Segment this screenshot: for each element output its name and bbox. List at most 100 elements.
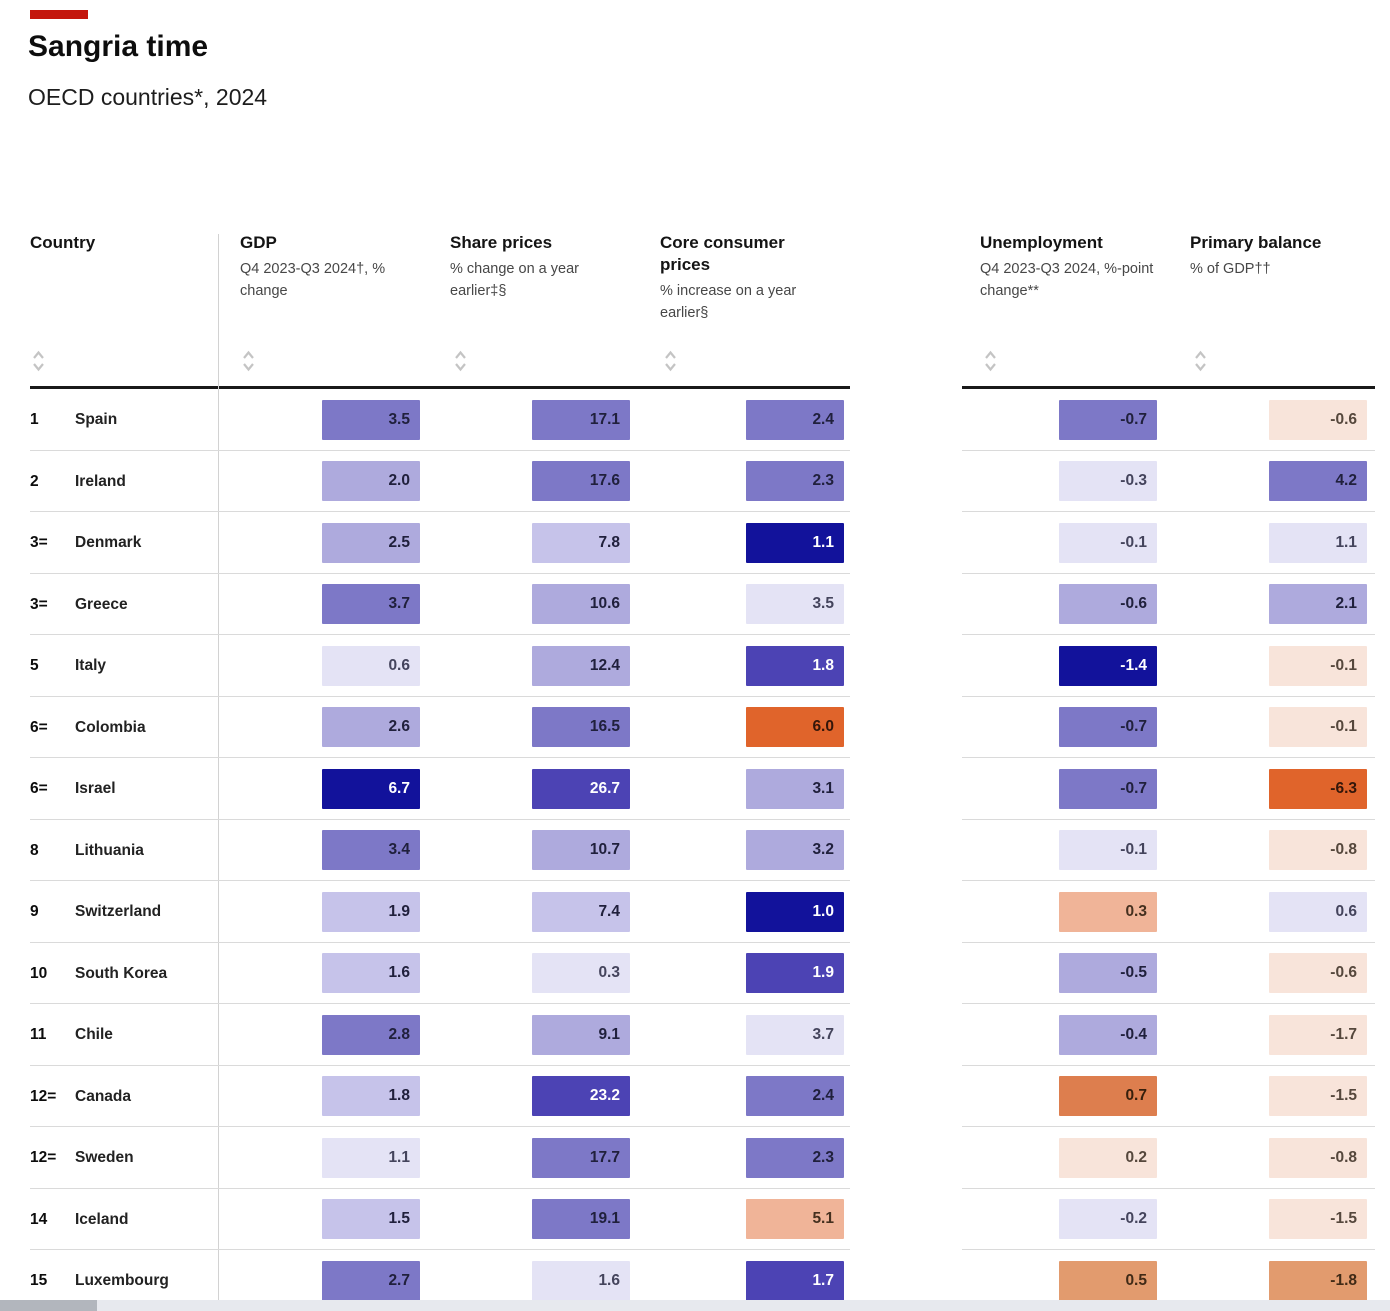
gdp-value-chip: 2.0: [322, 461, 420, 501]
pb-value-chip: -0.8: [1269, 1137, 1367, 1178]
unemp-value-chip: -0.1: [1059, 830, 1157, 870]
column-subtitle-share-prices: % change on a year earlier‡§: [450, 261, 579, 299]
page-subtitle: OECD countries*, 2024: [28, 84, 268, 110]
row-separator: [30, 757, 850, 758]
country-cell: Italy: [75, 657, 107, 674]
gdp-value-chip: 3.4: [322, 830, 420, 870]
row-separator: [962, 757, 1375, 758]
table-row: 1 Spain 3.5 17.1 2.4 -0.7 -0.6: [0, 389, 1390, 451]
rank-cell: 5: [30, 657, 39, 674]
table-row: 6= Israel 6.7 26.7 3.1 -0.7 -6.3: [0, 758, 1390, 820]
cpi-value-chip: 1.9: [746, 953, 844, 993]
cpi-value-chip: 2.4: [746, 1076, 844, 1116]
row-separator: [30, 1003, 850, 1004]
cpi-value-chip: 3.7: [746, 1014, 844, 1055]
gdp-value-chip: 1.1: [322, 1137, 420, 1178]
row-separator: [30, 1126, 850, 1127]
row-separator: [30, 1064, 850, 1066]
share-value-chip: 26.7: [532, 768, 630, 809]
sort-icon: [33, 350, 44, 372]
rank-cell: 9: [30, 903, 39, 920]
sort-icon: [1195, 350, 1206, 372]
share-value-chip: 1.6: [532, 1260, 630, 1301]
table-row: 12= Canada 1.8 23.2 2.4 0.7 -1.5: [0, 1066, 1390, 1127]
row-separator: [962, 1187, 1375, 1189]
share-value-chip: 17.7: [532, 1137, 630, 1178]
column-subtitle-unemployment: Q4 2023-Q3 2024, %-point change**: [980, 261, 1154, 299]
column-label-gdp: GDP: [240, 233, 277, 252]
rank-cell: 10: [30, 964, 48, 982]
row-separator: [30, 695, 850, 697]
sort-button-gdp[interactable]: [240, 349, 257, 375]
pb-value-chip: -1.7: [1269, 1014, 1367, 1055]
table-body: 1 Spain 3.5 17.1 2.4 -0.7 -0.6 2 Ireland 2.0 17.6 2…: [0, 389, 1390, 1311]
share-value-chip: 9.1: [532, 1014, 630, 1055]
sort-icon: [665, 350, 676, 372]
row-separator: [962, 818, 1375, 820]
row-separator: [962, 634, 1375, 635]
row-separator: [962, 1064, 1375, 1066]
sort-button-share-prices[interactable]: [452, 349, 469, 375]
gdp-value-chip: 3.5: [322, 399, 420, 440]
column-header-country: Country: [30, 232, 190, 254]
cpi-value-chip: 3.5: [746, 584, 844, 624]
pb-value-chip: -0.6: [1269, 399, 1367, 440]
sort-icon: [985, 350, 996, 372]
pb-value-chip: -1.5: [1269, 1076, 1367, 1116]
unemp-value-chip: 0.7: [1059, 1076, 1157, 1116]
share-value-chip: 17.1: [532, 399, 630, 440]
share-value-chip: 7.8: [532, 522, 630, 563]
country-cell: South Korea: [75, 964, 168, 982]
table-row: 3= Greece 3.7 10.6 3.5 -0.6 2.1: [0, 574, 1390, 635]
sort-button-primary-balance[interactable]: [1192, 349, 1209, 375]
row-separator: [30, 1249, 850, 1250]
country-cell: Canada: [75, 1087, 131, 1105]
unemp-value-chip: 0.3: [1059, 891, 1157, 932]
cpi-value-chip: 3.1: [746, 768, 844, 809]
sort-icon: [455, 350, 466, 372]
cpi-value-chip: 2.4: [746, 399, 844, 440]
column-header-core-consumer-prices: Core consumer prices % increase on a yea…: [660, 232, 830, 325]
header-rule-right: [962, 386, 1375, 389]
pb-value-chip: 2.1: [1269, 584, 1367, 624]
table-row: 12= Sweden 1.1 17.7 2.3 0.2 -0.8: [0, 1127, 1390, 1189]
rank-cell: 6=: [30, 780, 48, 797]
rank-cell: 1: [30, 411, 39, 428]
row-separator: [30, 572, 850, 574]
gdp-value-chip: 0.6: [322, 645, 420, 686]
rank-cell: 8: [30, 841, 39, 859]
sort-button-country[interactable]: [30, 349, 47, 375]
unemp-value-chip: 0.5: [1059, 1260, 1157, 1301]
gdp-value-chip: 2.6: [322, 707, 420, 747]
country-cell: Switzerland: [75, 903, 162, 920]
pb-value-chip: -0.1: [1269, 707, 1367, 747]
cpi-value-chip: 5.1: [746, 1199, 844, 1239]
column-subtitle-core-consumer-prices: % increase on a year earlier§: [660, 283, 797, 321]
sort-button-unemployment[interactable]: [982, 349, 999, 375]
unemp-value-chip: -0.5: [1059, 953, 1157, 993]
row-separator: [30, 449, 850, 451]
column-label-share-prices: Share prices: [450, 233, 553, 252]
table-row: 11 Chile 2.8 9.1 3.7 -0.4 -1.7: [0, 1004, 1390, 1066]
table-row: 3= Denmark 2.5 7.8 1.1 -0.1 1.1: [0, 512, 1390, 574]
gdp-value-chip: 1.6: [322, 953, 420, 993]
pb-value-chip: 4.2: [1269, 461, 1367, 501]
rank-cell: 12=: [30, 1149, 57, 1166]
row-separator: [962, 1003, 1375, 1004]
row-separator: [962, 572, 1375, 574]
cpi-value-chip: 1.7: [746, 1260, 844, 1301]
unemp-value-chip: -0.2: [1059, 1199, 1157, 1239]
row-separator: [30, 818, 850, 820]
horizontal-scrollbar-track[interactable]: [0, 1300, 1390, 1311]
unemp-value-chip: -0.7: [1059, 768, 1157, 809]
column-label-country: Country: [30, 233, 96, 252]
pb-value-chip: -0.6: [1269, 953, 1367, 993]
cpi-value-chip: 1.8: [746, 645, 844, 686]
share-value-chip: 19.1: [532, 1199, 630, 1239]
country-cell: Chile: [75, 1026, 113, 1043]
unemp-value-chip: -0.1: [1059, 522, 1157, 563]
sort-button-core-consumer-prices[interactable]: [662, 349, 679, 375]
country-cell: Denmark: [75, 534, 142, 551]
horizontal-scrollbar-thumb[interactable]: [0, 1300, 97, 1311]
